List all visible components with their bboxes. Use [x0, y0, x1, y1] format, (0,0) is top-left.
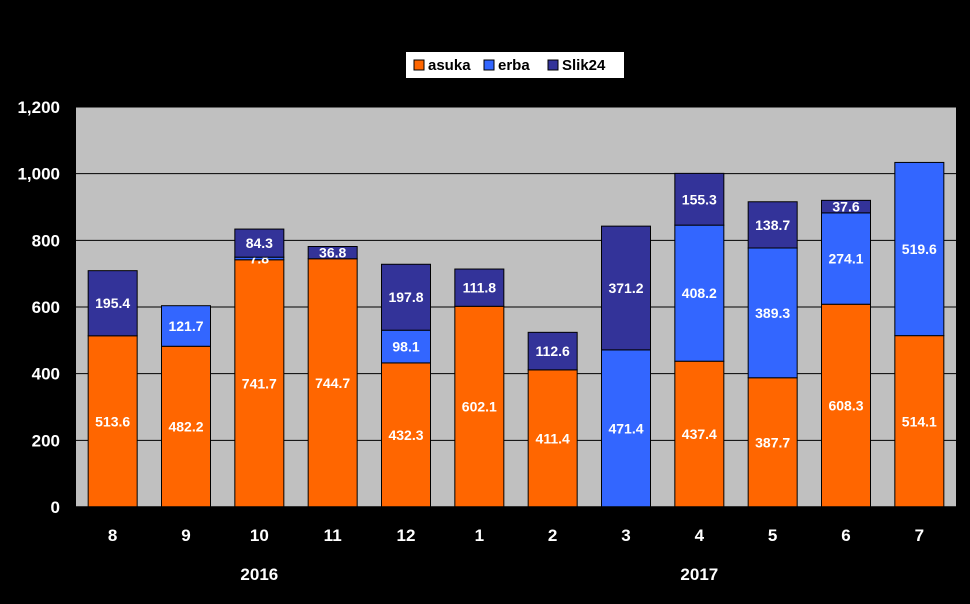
data-label: 432.3 [388, 427, 423, 443]
x-tick-label: 9 [181, 526, 190, 545]
bar-segment-slik24 [674, 172, 725, 226]
data-label: 471.4 [608, 420, 643, 436]
x-tick-label: 11 [324, 526, 342, 545]
legend-label: Slik24 [562, 57, 606, 74]
data-label: 602.1 [462, 399, 497, 415]
data-label: 741.7 [242, 375, 277, 391]
legend-box [406, 52, 624, 78]
bar-segment-erba [747, 247, 798, 379]
bar-segment-slik24 [454, 268, 505, 307]
data-label: 608.3 [828, 398, 863, 414]
bar-segment-slik24 [234, 228, 285, 258]
legend-label: erba [498, 57, 530, 74]
data-label: 138.7 [755, 217, 790, 233]
data-label: 513.6 [95, 413, 130, 429]
gridlines [76, 106, 956, 441]
y-tick-label: 1,000 [17, 165, 60, 184]
bar-segment-asuka [821, 303, 871, 508]
data-label: 112.6 [536, 343, 570, 359]
bar-segment-asuka [454, 305, 505, 508]
bar-segment-asuka [674, 360, 725, 508]
data-label: 155.3 [682, 191, 717, 207]
x-tick-label: 1 [475, 526, 484, 545]
bar-segment-slik24 [601, 225, 651, 351]
data-label: 84.3 [246, 235, 273, 251]
data-label: 437.4 [682, 426, 717, 442]
data-label: 274.1 [828, 251, 863, 267]
bar-segment-erba [821, 212, 871, 305]
y-tick-label: 0 [51, 498, 60, 517]
bar-segment-asuka [307, 258, 358, 508]
bar-segment-erba [674, 224, 725, 362]
bar-segment-slik24 [747, 201, 798, 249]
data-label: 121.7 [168, 318, 203, 334]
data-label: 514.1 [902, 413, 937, 429]
bar-segment-erba [601, 349, 651, 508]
bar-segment-slik24 [527, 331, 578, 371]
data-label: 519.6 [902, 241, 937, 257]
x-tick-label: 7 [915, 526, 924, 545]
x-tick-label: 10 [250, 526, 269, 545]
y-axis: 0 200 400 600 800 1,000 1,200 [17, 98, 60, 517]
bar-segment-slik24 [821, 199, 871, 214]
x-tick-label: 5 [768, 526, 777, 545]
y-tick-label: 1,200 [17, 98, 60, 117]
data-label: 36.8 [319, 245, 346, 261]
data-label: 408.2 [682, 285, 717, 301]
bar-segment-asuka [161, 345, 211, 508]
bar-segment-erba [894, 161, 945, 337]
data-label: 387.7 [755, 434, 790, 450]
data-label: 482.2 [168, 419, 203, 435]
data-label: 197.8 [388, 289, 423, 305]
x-tick-label: 2 [548, 526, 557, 545]
data-label: 371.2 [608, 280, 643, 296]
legend-label: asuka [428, 57, 471, 74]
x-tick-label: 12 [397, 526, 416, 545]
y-tick-label: 600 [32, 298, 60, 317]
legend-swatch-slik24 [547, 59, 559, 71]
x-tick-label: 8 [108, 526, 117, 545]
data-label: 111.8 [463, 280, 497, 296]
bar-segment-slik24 [87, 270, 138, 337]
legend-swatch-erba [483, 59, 495, 71]
year-group-label: 2017 [680, 565, 718, 584]
data-label: 411.4 [536, 430, 570, 446]
bar-segment-asuka [894, 335, 945, 508]
y-tick-label: 400 [32, 365, 60, 384]
bar-segment-asuka [381, 362, 431, 508]
bar-segment-slik24 [381, 263, 431, 331]
legend: asuka erba Slik24 [406, 52, 624, 78]
x-tick-label: 6 [841, 526, 850, 545]
y-tick-label: 200 [32, 431, 60, 450]
bars: 513.6195.4482.2121.7741.77.884.3744.736.… [87, 161, 945, 508]
bar-segment-erba [381, 329, 431, 364]
data-label: 37.6 [832, 199, 859, 215]
bar-segment-asuka [527, 369, 578, 508]
bar-segment-erba [161, 305, 211, 347]
data-label: 389.3 [755, 305, 790, 321]
y-tick-label: 800 [32, 231, 60, 250]
x-tick-label: 4 [695, 526, 705, 545]
bar-segment-slik24 [307, 246, 358, 260]
year-group-label: 2016 [240, 565, 278, 584]
data-label: 195.4 [95, 295, 130, 311]
legend-swatch-asuka [413, 59, 425, 71]
data-label: 744.7 [315, 375, 350, 391]
x-tick-label: 3 [621, 526, 630, 545]
data-label: 98.1 [392, 339, 419, 355]
